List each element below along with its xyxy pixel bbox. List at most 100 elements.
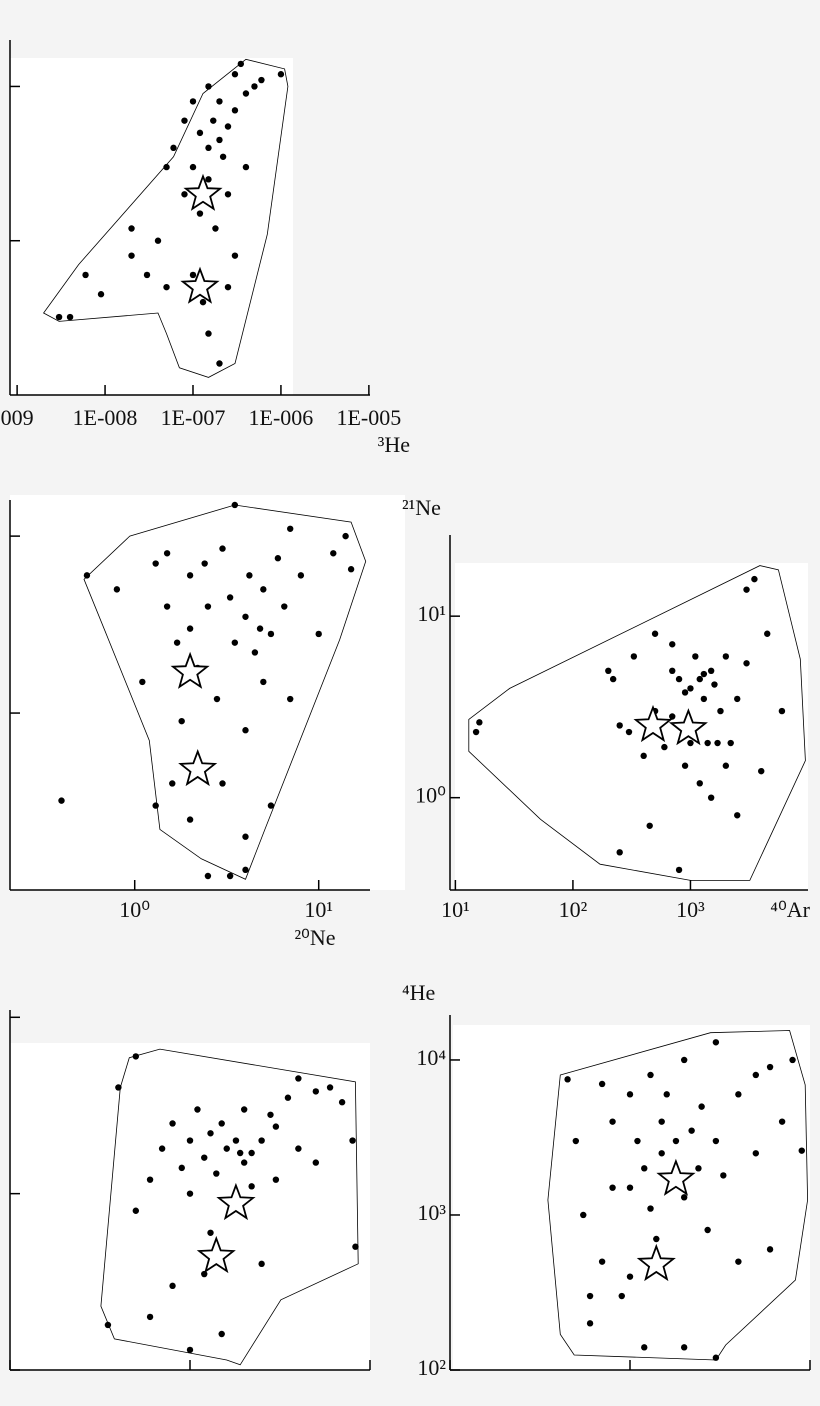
- point: [196, 129, 204, 137]
- point: [163, 603, 171, 610]
- point: [226, 872, 234, 880]
- point: [681, 689, 689, 696]
- point: [692, 653, 699, 660]
- point: [287, 695, 294, 703]
- point: [242, 727, 249, 734]
- point: [251, 649, 259, 656]
- plot-area: [10, 58, 293, 395]
- point: [55, 313, 63, 321]
- star: [196, 1235, 236, 1274]
- point: [598, 1258, 606, 1265]
- point: [326, 1084, 334, 1091]
- point: [66, 313, 74, 321]
- point: [681, 762, 689, 769]
- point: [766, 1246, 774, 1253]
- point: [586, 1292, 594, 1300]
- point: [315, 630, 322, 638]
- point: [476, 719, 483, 726]
- point: [609, 1118, 616, 1125]
- point: [219, 545, 226, 552]
- point: [675, 675, 683, 683]
- point: [213, 695, 221, 703]
- point: [634, 1137, 641, 1145]
- point: [186, 572, 194, 579]
- point: [186, 1137, 194, 1144]
- plot-area: [10, 1043, 370, 1370]
- point: [712, 1354, 720, 1361]
- point: [231, 107, 239, 114]
- point: [312, 1088, 320, 1095]
- point: [218, 1120, 225, 1127]
- point: [224, 283, 232, 291]
- point: [616, 722, 623, 729]
- point: [734, 695, 741, 703]
- x-tick-label: 1E-005: [336, 405, 401, 430]
- point: [798, 1147, 805, 1154]
- point: [696, 675, 703, 683]
- point: [205, 144, 212, 152]
- point: [704, 739, 711, 747]
- point: [651, 630, 659, 637]
- point: [712, 1137, 720, 1145]
- point: [789, 1056, 796, 1064]
- star: [636, 1243, 676, 1282]
- point: [248, 1183, 255, 1190]
- point: [158, 1145, 166, 1152]
- point: [132, 1207, 140, 1214]
- point: [256, 625, 264, 632]
- star: [170, 651, 210, 689]
- point: [199, 298, 207, 306]
- point: [330, 550, 337, 557]
- point: [207, 1229, 214, 1236]
- point: [297, 572, 305, 579]
- y-tick-label: 10²: [417, 1355, 446, 1380]
- star: [178, 748, 218, 787]
- point: [189, 98, 197, 105]
- star: [668, 708, 708, 746]
- point: [173, 639, 181, 646]
- envelope: [468, 565, 806, 881]
- point: [216, 136, 223, 144]
- point: [758, 767, 765, 775]
- point: [242, 833, 249, 840]
- star: [216, 1182, 256, 1221]
- point: [97, 291, 105, 298]
- point: [169, 780, 176, 787]
- point: [626, 1091, 634, 1098]
- point: [258, 1137, 265, 1144]
- y-tick-label: 10³: [417, 1200, 446, 1225]
- point: [720, 1172, 727, 1179]
- point: [218, 1330, 225, 1338]
- point: [186, 816, 194, 823]
- point: [115, 1084, 122, 1091]
- point: [163, 283, 170, 291]
- point: [201, 1154, 208, 1161]
- point: [242, 90, 250, 97]
- point: [766, 1063, 774, 1071]
- point: [154, 237, 162, 244]
- point: [224, 123, 232, 130]
- point: [646, 822, 653, 829]
- point: [347, 566, 355, 573]
- point: [258, 76, 265, 84]
- point: [213, 1170, 220, 1177]
- point: [735, 1258, 742, 1265]
- point: [152, 802, 159, 809]
- x-tick-label: 10⁰: [119, 897, 150, 922]
- star: [633, 704, 673, 743]
- point: [605, 667, 612, 675]
- plot-area: [453, 1025, 810, 1370]
- point: [82, 271, 89, 279]
- point: [231, 71, 239, 78]
- x-tick-label: 009: [1, 405, 34, 430]
- point: [128, 225, 135, 232]
- point: [752, 1071, 760, 1079]
- point: [132, 1053, 140, 1060]
- point: [224, 191, 232, 198]
- point: [672, 1137, 680, 1145]
- point: [146, 1176, 154, 1183]
- point: [312, 1159, 320, 1166]
- point: [281, 603, 288, 610]
- point: [680, 1194, 688, 1201]
